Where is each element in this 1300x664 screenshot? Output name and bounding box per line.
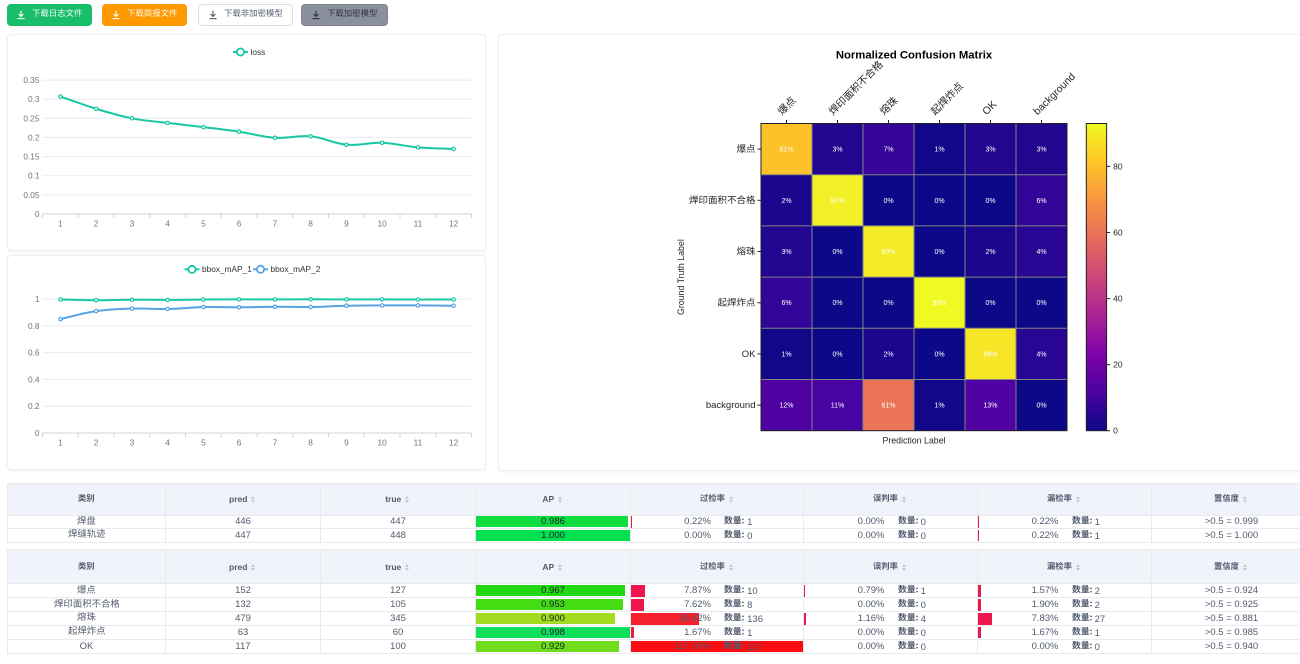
svg-text:11: 11 bbox=[414, 438, 423, 448]
svg-text:11: 11 bbox=[414, 218, 423, 228]
svg-text:3%: 3% bbox=[1036, 147, 1046, 154]
svg-text:3: 3 bbox=[130, 218, 135, 228]
svg-text:2%: 2% bbox=[781, 198, 791, 205]
svg-text:Normalized Confusion Matrix: Normalized Confusion Matrix bbox=[836, 50, 993, 62]
svg-text:61%: 61% bbox=[881, 403, 895, 410]
svg-text:0%: 0% bbox=[985, 198, 995, 205]
svg-text:0.2: 0.2 bbox=[28, 401, 40, 411]
svg-text:6: 6 bbox=[237, 218, 242, 228]
svg-text:93%: 93% bbox=[932, 300, 946, 307]
svg-text:4: 4 bbox=[165, 218, 170, 228]
svg-text:0.8: 0.8 bbox=[28, 321, 40, 331]
svg-text:0%: 0% bbox=[883, 198, 893, 205]
svg-text:20: 20 bbox=[1113, 360, 1123, 370]
svg-text:10: 10 bbox=[377, 438, 387, 448]
svg-text:0%: 0% bbox=[985, 300, 995, 307]
svg-text:7%: 7% bbox=[883, 147, 893, 154]
svg-text:0%: 0% bbox=[1036, 403, 1046, 410]
svg-text:0%: 0% bbox=[934, 249, 944, 256]
svg-text:0%: 0% bbox=[883, 300, 893, 307]
svg-text:2%: 2% bbox=[883, 351, 893, 358]
svg-text:1: 1 bbox=[35, 294, 40, 304]
svg-text:0.05: 0.05 bbox=[23, 190, 40, 200]
svg-text:0.25: 0.25 bbox=[23, 113, 40, 123]
svg-text:1: 1 bbox=[58, 438, 63, 448]
svg-text:3: 3 bbox=[130, 438, 135, 448]
svg-text:loss: loss bbox=[251, 47, 266, 57]
svg-text:0.4: 0.4 bbox=[28, 374, 40, 384]
svg-text:12%: 12% bbox=[779, 403, 793, 410]
svg-text:background: background bbox=[1032, 71, 1078, 117]
svg-text:11%: 11% bbox=[831, 403, 845, 410]
svg-text:0: 0 bbox=[1113, 426, 1118, 436]
svg-text:4: 4 bbox=[165, 438, 170, 448]
svg-text:9: 9 bbox=[344, 438, 349, 448]
svg-text:0: 0 bbox=[35, 209, 40, 219]
svg-text:7: 7 bbox=[273, 218, 278, 228]
svg-text:background: background bbox=[706, 400, 756, 411]
svg-text:0%: 0% bbox=[1036, 300, 1046, 307]
svg-text:6: 6 bbox=[237, 438, 242, 448]
svg-text:3%: 3% bbox=[781, 249, 791, 256]
svg-text:0.6: 0.6 bbox=[28, 348, 40, 358]
svg-text:40: 40 bbox=[1113, 294, 1123, 304]
svg-text:0.2: 0.2 bbox=[28, 132, 40, 142]
svg-text:0%: 0% bbox=[934, 198, 944, 205]
svg-text:91%: 91% bbox=[830, 198, 844, 205]
svg-text:2: 2 bbox=[94, 438, 99, 448]
svg-text:bbox_mAP_1: bbox_mAP_1 bbox=[202, 264, 252, 274]
svg-text:5: 5 bbox=[201, 218, 206, 228]
svg-text:0: 0 bbox=[35, 428, 40, 438]
svg-text:0.35: 0.35 bbox=[23, 75, 40, 85]
svg-text:3%: 3% bbox=[985, 147, 995, 154]
svg-text:0%: 0% bbox=[934, 351, 944, 358]
svg-text:0.15: 0.15 bbox=[23, 152, 40, 162]
svg-text:10: 10 bbox=[377, 218, 387, 228]
svg-text:9: 9 bbox=[344, 218, 349, 228]
svg-text:5: 5 bbox=[201, 438, 206, 448]
svg-text:0.3: 0.3 bbox=[28, 94, 40, 104]
svg-text:7: 7 bbox=[273, 438, 278, 448]
svg-text:1%: 1% bbox=[934, 403, 944, 410]
svg-text:4%: 4% bbox=[1036, 249, 1046, 256]
svg-text:1%: 1% bbox=[781, 351, 791, 358]
svg-text:2%: 2% bbox=[985, 249, 995, 256]
svg-text:0%: 0% bbox=[832, 249, 842, 256]
svg-text:60: 60 bbox=[1113, 228, 1123, 238]
svg-text:OK: OK bbox=[742, 349, 756, 360]
svg-text:3%: 3% bbox=[832, 147, 842, 154]
svg-text:2: 2 bbox=[94, 218, 99, 228]
svg-text:1: 1 bbox=[58, 218, 63, 228]
svg-text:bbox_mAP_2: bbox_mAP_2 bbox=[271, 264, 321, 274]
svg-text:89%: 89% bbox=[983, 351, 997, 358]
svg-text:12: 12 bbox=[449, 218, 459, 228]
svg-text:OK: OK bbox=[981, 99, 999, 117]
svg-text:0.1: 0.1 bbox=[28, 171, 40, 181]
svg-text:0%: 0% bbox=[832, 351, 842, 358]
svg-text:8: 8 bbox=[308, 438, 313, 448]
svg-text:90%: 90% bbox=[881, 249, 895, 256]
svg-text:6%: 6% bbox=[781, 300, 791, 307]
svg-text:Prediction Label: Prediction Label bbox=[882, 436, 945, 446]
svg-text:4%: 4% bbox=[1036, 351, 1046, 358]
svg-text:6%: 6% bbox=[1036, 198, 1046, 205]
svg-text:13%: 13% bbox=[983, 403, 997, 410]
svg-text:1%: 1% bbox=[934, 147, 944, 154]
svg-text:80: 80 bbox=[1113, 161, 1123, 171]
svg-text:81%: 81% bbox=[779, 147, 793, 154]
svg-text:8: 8 bbox=[308, 218, 313, 228]
svg-text:Ground Truth Label: Ground Truth Label bbox=[676, 239, 686, 315]
svg-text:12: 12 bbox=[449, 438, 459, 448]
svg-text:0%: 0% bbox=[832, 300, 842, 307]
